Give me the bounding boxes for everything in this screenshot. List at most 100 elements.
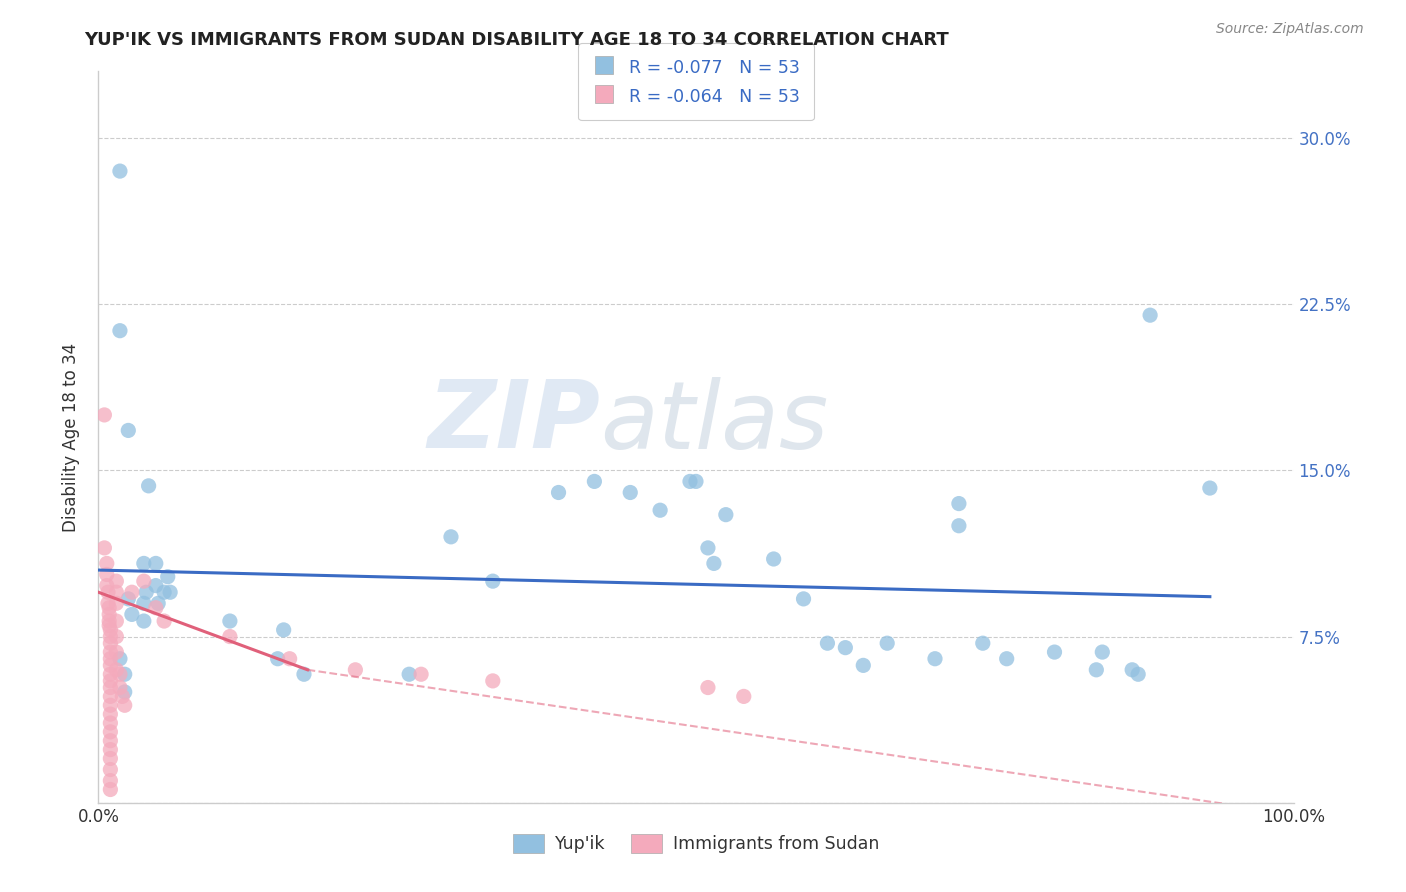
Point — [98, 707, 122, 722]
Point — [98, 716, 122, 731]
Point — [132, 557, 155, 571]
Point — [648, 503, 672, 517]
Point — [619, 485, 641, 500]
Point — [697, 541, 720, 555]
Point — [121, 585, 143, 599]
Point — [97, 585, 120, 599]
Point — [108, 681, 131, 695]
Point — [98, 667, 122, 681]
Point — [547, 485, 569, 500]
Point — [156, 570, 179, 584]
Point — [98, 658, 122, 673]
Point — [98, 623, 122, 637]
Point — [132, 596, 155, 610]
Point — [98, 673, 122, 688]
Legend: Yup'ik, Immigrants from Sudan: Yup'ik, Immigrants from Sudan — [506, 827, 886, 860]
Point — [440, 530, 463, 544]
Point — [98, 782, 122, 797]
Point — [1139, 308, 1161, 322]
Y-axis label: Disability Age 18 to 34: Disability Age 18 to 34 — [62, 343, 80, 532]
Point — [98, 733, 122, 747]
Point — [924, 651, 946, 665]
Text: YUP'IK VS IMMIGRANTS FROM SUDAN DISABILITY AGE 18 TO 34 CORRELATION CHART: YUP'IK VS IMMIGRANTS FROM SUDAN DISABILI… — [84, 31, 949, 49]
Point — [114, 685, 136, 699]
Point — [398, 667, 420, 681]
Point — [98, 773, 122, 788]
Point — [1091, 645, 1114, 659]
Point — [98, 600, 121, 615]
Text: atlas: atlas — [600, 377, 828, 468]
Point — [98, 690, 122, 704]
Point — [219, 614, 242, 628]
Point — [793, 591, 815, 606]
Point — [108, 667, 131, 681]
Point — [159, 585, 181, 599]
Point — [108, 164, 131, 178]
Point — [132, 574, 155, 589]
Point — [995, 651, 1018, 665]
Point — [98, 636, 122, 650]
Point — [583, 475, 606, 489]
Point — [98, 681, 122, 695]
Point — [278, 651, 301, 665]
Point — [153, 585, 176, 599]
Point — [105, 585, 128, 599]
Point — [117, 591, 139, 606]
Point — [105, 630, 128, 644]
Point — [98, 724, 122, 739]
Point — [703, 557, 725, 571]
Point — [98, 763, 122, 777]
Point — [481, 574, 505, 589]
Point — [852, 658, 875, 673]
Point — [108, 324, 131, 338]
Point — [98, 614, 121, 628]
Point — [98, 607, 121, 622]
Point — [117, 424, 139, 438]
Point — [98, 751, 122, 765]
Point — [98, 651, 122, 665]
Text: Source: ZipAtlas.com: Source: ZipAtlas.com — [1216, 22, 1364, 37]
Point — [105, 663, 128, 677]
Point — [135, 585, 157, 599]
Point — [153, 614, 176, 628]
Point — [1121, 663, 1143, 677]
Point — [96, 578, 118, 592]
Text: ZIP: ZIP — [427, 376, 600, 468]
Point — [93, 541, 115, 555]
Point — [97, 596, 120, 610]
Point — [148, 596, 170, 610]
Point — [105, 645, 128, 659]
Point — [105, 574, 128, 589]
Point — [876, 636, 898, 650]
Point — [105, 614, 128, 628]
Point — [411, 667, 433, 681]
Point — [685, 475, 707, 489]
Point — [948, 497, 970, 511]
Point — [679, 475, 702, 489]
Point — [219, 630, 242, 644]
Point — [96, 557, 118, 571]
Point — [98, 698, 122, 713]
Point — [145, 557, 167, 571]
Point — [98, 618, 121, 632]
Point — [733, 690, 755, 704]
Point — [145, 600, 167, 615]
Point — [93, 408, 115, 422]
Point — [132, 614, 155, 628]
Point — [972, 636, 994, 650]
Point — [98, 630, 122, 644]
Point — [481, 673, 505, 688]
Point — [114, 667, 136, 681]
Point — [98, 645, 122, 659]
Point — [114, 698, 136, 713]
Point — [98, 742, 122, 756]
Point — [1043, 645, 1066, 659]
Point — [1085, 663, 1108, 677]
Point — [344, 663, 367, 677]
Point — [105, 596, 128, 610]
Point — [834, 640, 856, 655]
Point — [815, 636, 838, 650]
Point — [138, 479, 160, 493]
Point — [121, 607, 143, 622]
Point — [111, 690, 134, 704]
